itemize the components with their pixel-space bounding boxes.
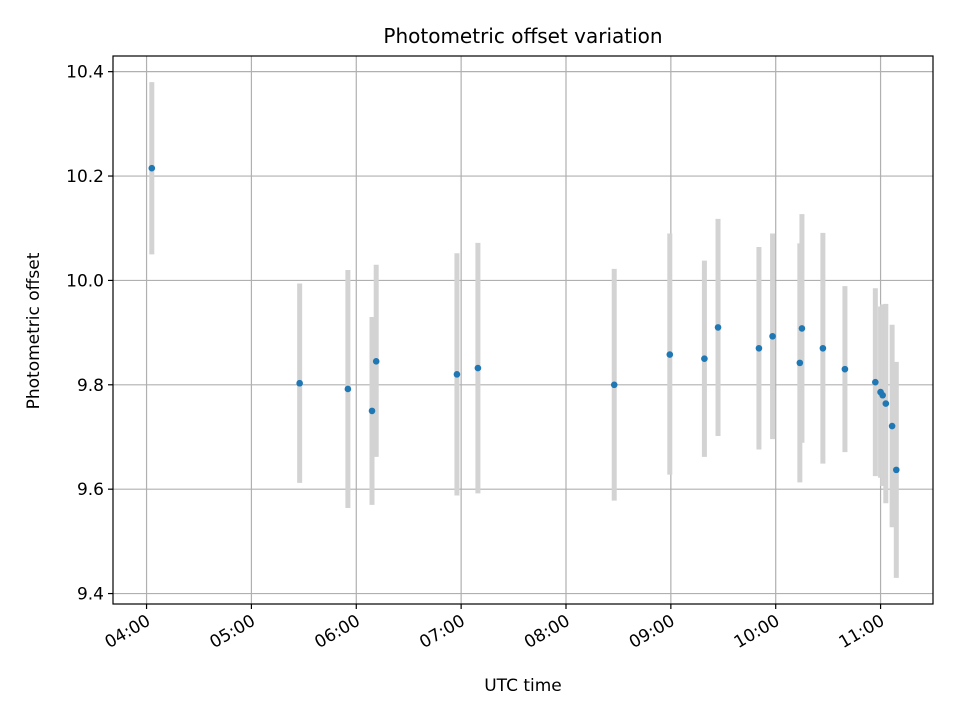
y-tick-label: 10.0	[66, 271, 104, 291]
data-point	[819, 344, 827, 352]
data-point	[368, 407, 376, 415]
data-point	[841, 365, 849, 373]
y-tick-label: 10.4	[66, 63, 104, 83]
data-point	[666, 351, 674, 358]
y-tick-label: 9.4	[77, 585, 104, 605]
plot-frame	[112, 55, 934, 605]
data-points	[148, 164, 900, 474]
data-point	[714, 324, 722, 331]
data-point	[610, 381, 618, 389]
data-point	[892, 466, 900, 474]
data-point	[453, 371, 461, 378]
chart-title: Photometric offset variation	[383, 24, 662, 48]
data-point	[872, 378, 879, 386]
y-tick-label: 9.8	[77, 376, 104, 396]
data-point	[879, 391, 886, 399]
data-point	[769, 332, 776, 340]
data-point	[296, 379, 303, 387]
x-axis-label: UTC time	[484, 676, 562, 696]
data-point	[798, 325, 806, 332]
y-axis: 9.4 9.6 9.8 10.0 10.2 10.4	[66, 63, 113, 605]
data-point	[344, 385, 352, 393]
data-point	[882, 400, 890, 407]
data-point	[701, 355, 708, 363]
data-point	[372, 358, 380, 365]
data-point	[796, 359, 804, 367]
grid	[113, 56, 933, 604]
y-tick-label: 9.6	[77, 480, 104, 500]
data-point	[755, 344, 763, 352]
y-axis-label: Photometric offset	[24, 252, 44, 409]
data-point	[474, 364, 482, 372]
data-point	[888, 422, 896, 430]
y-tick-label: 10.2	[66, 167, 104, 187]
data-point	[148, 164, 156, 172]
